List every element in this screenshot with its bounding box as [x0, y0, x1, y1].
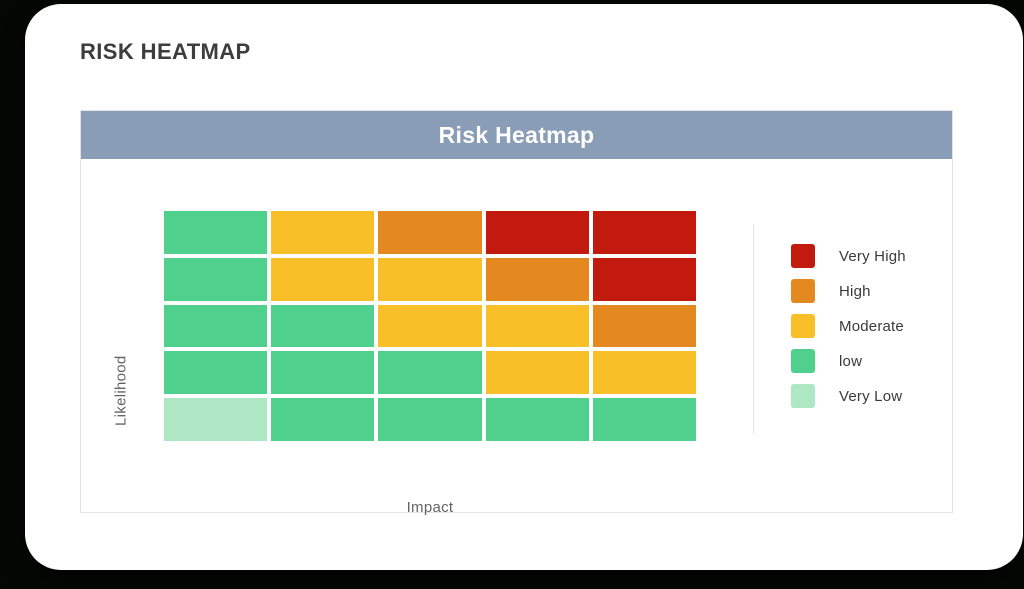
heatmap-cell-r1-c2	[271, 211, 375, 254]
heatmap-cell-r3-c3	[378, 304, 482, 348]
heatmap-cell-r4-c2	[271, 351, 375, 395]
heatmap-cell-r3-c4	[485, 304, 589, 348]
heatmap-cell-r4-c5	[592, 351, 696, 395]
heatmap-cell-r2-c1	[164, 257, 268, 301]
heatmap-cell-r1-c4	[485, 211, 589, 254]
heatmap-cell-r2-c3	[378, 257, 482, 301]
heatmap-cell-r2-c4	[485, 257, 589, 301]
legend-item-high: High	[791, 279, 906, 303]
legend-swatch-low	[791, 349, 815, 373]
heatmap-cell-r2-c2	[271, 257, 375, 301]
heatmap-cell-r4-c3	[378, 351, 482, 395]
legend-label-very_high: Very High	[839, 247, 906, 265]
legend-item-low: low	[791, 349, 906, 373]
heatmap-cell-r1-c3	[378, 211, 482, 254]
heatmap-cell-r3-c2	[271, 304, 375, 348]
heatmap-cell-r1-c5	[592, 211, 696, 254]
legend: Very High High Moderate low Very Low	[791, 244, 906, 408]
legend-item-very_low: Very Low	[791, 384, 906, 408]
legend-item-very_high: Very High	[791, 244, 906, 268]
heatmap-cell-r2-c5	[592, 257, 696, 301]
heatmap-cell-r1-c1	[164, 211, 268, 254]
main-card: RISK HEATMAP Risk Heatmap Likelihood Imp…	[25, 4, 1023, 570]
legend-swatch-moderate	[791, 314, 815, 338]
heatmap-cell-r5-c1	[164, 398, 268, 441]
legend-label-low: low	[839, 352, 863, 370]
heatmap-cell-r4-c4	[485, 351, 589, 395]
heatmap-cell-r3-c1	[164, 304, 268, 348]
heatmap-cell-r4-c1	[164, 351, 268, 395]
panel-body: Likelihood Impact Very High High Moderate l…	[81, 159, 952, 516]
heatmap-cell-r3-c5	[592, 304, 696, 348]
legend-item-moderate: Moderate	[791, 314, 906, 338]
heatmap-cell-r5-c5	[592, 398, 696, 441]
heatmap-grid	[164, 211, 696, 441]
legend-swatch-very_low	[791, 384, 815, 408]
legend-swatch-very_high	[791, 244, 815, 268]
panel-header-title: Risk Heatmap	[438, 121, 595, 148]
x-axis-label: Impact	[406, 499, 454, 516]
page-title: RISK HEATMAP	[80, 39, 251, 64]
heatmap-cell-r5-c3	[378, 398, 482, 441]
legend-label-very_low: Very Low	[839, 387, 903, 405]
risk-heatmap-panel: Risk Heatmap Likelihood Impact Very High…	[80, 110, 953, 516]
heatmap-cell-r5-c2	[271, 398, 375, 441]
legend-label-moderate: Moderate	[839, 317, 904, 335]
legend-divider	[753, 224, 754, 434]
heatmap-cell-r5-c4	[485, 398, 589, 441]
legend-swatch-high	[791, 279, 815, 303]
legend-label-high: High	[839, 282, 871, 300]
panel-header: Risk Heatmap	[81, 111, 952, 159]
y-axis-label: Likelihood	[112, 355, 130, 427]
